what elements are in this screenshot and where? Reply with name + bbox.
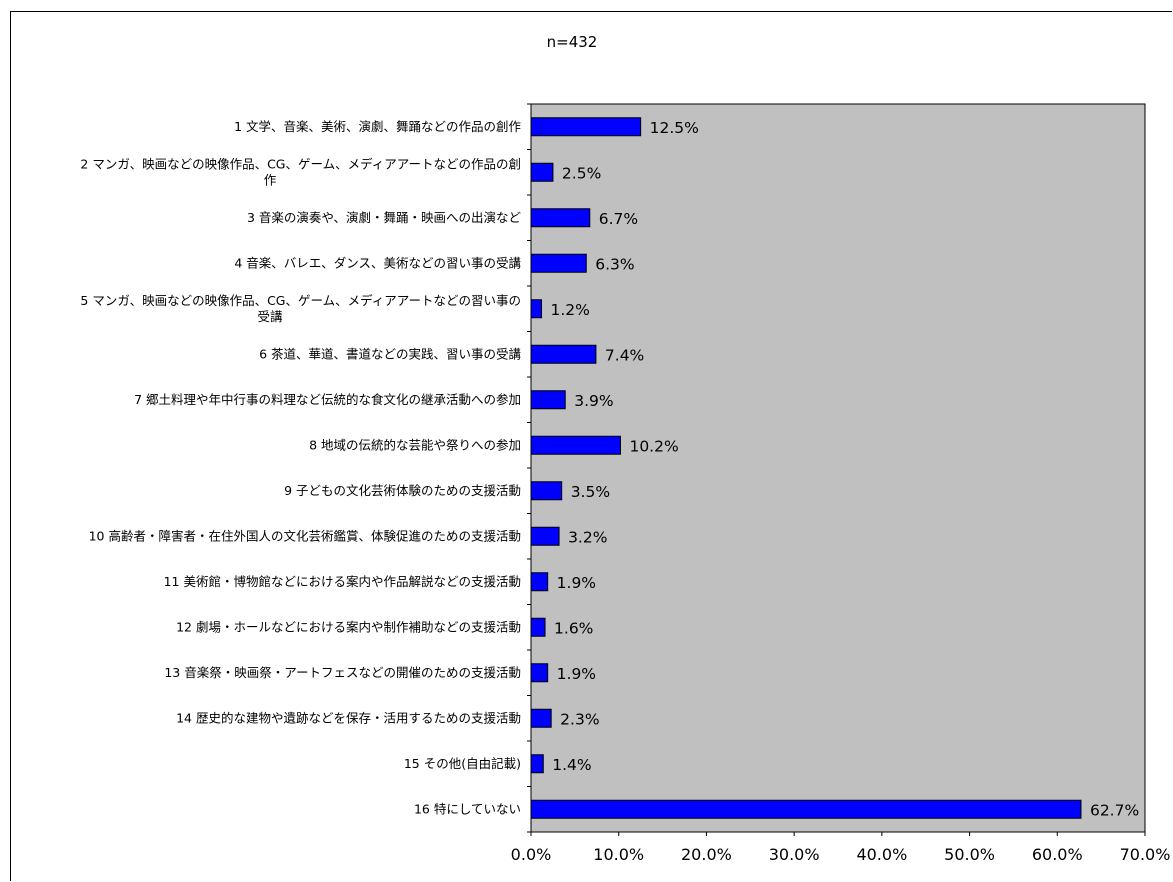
bar-value-label: 10.2% bbox=[629, 437, 678, 455]
x-tick-label: 20.0% bbox=[681, 845, 732, 864]
x-tick-label: 10.0% bbox=[593, 845, 644, 864]
bar-value-label: 3.5% bbox=[571, 483, 610, 501]
category-label: 14 歴史的な建物や遺跡などを保存・活用するための支援活動 bbox=[176, 710, 521, 725]
category-label: 2 マンガ、映画などの映像作品、CG、ゲーム、メディアアートなどの作品の創作 bbox=[80, 156, 521, 187]
category-label: 12 劇場・ホールなどにおける案内や制作補助などの支援活動 bbox=[176, 619, 521, 634]
category-label: 11 美術館・博物館などにおける案内や作品解説などの支援活動 bbox=[164, 574, 521, 589]
bar-value-label: 12.5% bbox=[650, 119, 699, 137]
bar bbox=[530, 253, 587, 273]
bar-value-label: 1.2% bbox=[551, 301, 590, 319]
category-label: 8 地域の伝統的な芸能や祭りへの参加 bbox=[309, 437, 521, 452]
bar-value-label: 62.7% bbox=[1090, 801, 1139, 819]
bar bbox=[530, 344, 597, 364]
category-label: 5 マンガ、映画などの映像作品、CG、ゲーム、メディアアートなどの習い事の受講 bbox=[80, 293, 521, 324]
category-label: 4 音楽、バレエ、ダンス、美術などの習い事の受講 bbox=[234, 255, 521, 270]
chart-frame bbox=[10, 11, 1172, 881]
bar bbox=[530, 299, 543, 319]
bar-value-label: 1.4% bbox=[552, 756, 591, 774]
bar bbox=[530, 572, 549, 592]
category-label: 10 高齢者・障害者・在住外国人の文化芸術鑑賞、体験促進のための支援活動 bbox=[89, 528, 521, 543]
bar bbox=[530, 617, 546, 637]
x-tick-label: 30.0% bbox=[769, 845, 820, 864]
bar-value-label: 1.6% bbox=[554, 619, 593, 637]
bar-value-label: 6.7% bbox=[599, 210, 638, 228]
bar-value-label: 1.9% bbox=[557, 574, 596, 592]
bar bbox=[530, 663, 549, 683]
bar bbox=[530, 526, 560, 546]
bar bbox=[530, 162, 554, 182]
x-tick-label: 50.0% bbox=[944, 845, 995, 864]
bar-value-label: 6.3% bbox=[595, 255, 634, 273]
x-axis: 0.0% 10.0% 20.0% 30.0% 40.0% 50.0% 60.0% 70.0% bbox=[511, 103, 1171, 864]
category-label: 7 郷土料理や年中行事の料理など伝統的な食文化の継承活動への参加 bbox=[134, 392, 521, 407]
bar-value-label: 2.5% bbox=[562, 164, 601, 182]
x-tick-label: 70.0% bbox=[1120, 845, 1171, 864]
x-tick-label: 0.0% bbox=[511, 845, 552, 864]
bar-value-label: 3.2% bbox=[568, 528, 607, 546]
bar bbox=[530, 708, 552, 728]
bar bbox=[530, 208, 591, 228]
category-label: 3 音楽の演奏や、演劇・舞踊・映画への出演など bbox=[247, 210, 522, 225]
bar-value-label: 3.9% bbox=[574, 392, 613, 410]
category-label: 6 茶道、華道、書道などの実践、習い事の受講 bbox=[259, 346, 521, 361]
bar bbox=[530, 390, 566, 410]
x-tick-label: 40.0% bbox=[856, 845, 907, 864]
bar-value-label: 1.9% bbox=[557, 665, 596, 683]
bar-value-label: 7.4% bbox=[605, 346, 644, 364]
category-label: 16 特にしていない bbox=[414, 801, 521, 816]
plot-area bbox=[530, 103, 1146, 833]
category-label: 15 その他(自由記載) bbox=[404, 756, 521, 771]
bar bbox=[530, 481, 563, 501]
bar bbox=[530, 117, 642, 137]
category-label: 1 文学、音楽、美術、演劇、舞踊などの作品の創作 bbox=[234, 119, 521, 134]
category-label: 13 音楽祭・映画祭・アートフェスなどの開催のための支援活動 bbox=[164, 665, 521, 680]
bar bbox=[530, 799, 1082, 819]
chart-subtitle: n=432 bbox=[547, 33, 598, 51]
category-label: 9 子どもの文化芸術体験のための支援活動 bbox=[284, 483, 521, 498]
x-tick-label: 60.0% bbox=[1032, 845, 1083, 864]
labels-layer: 12.5% 1 文学、音楽、美術、演劇、舞踊などの作品の創作 2.5% 2 マンガ、映… bbox=[80, 119, 1139, 820]
bar bbox=[530, 754, 544, 774]
bar bbox=[530, 435, 621, 455]
bar-value-label: 2.3% bbox=[560, 710, 599, 728]
